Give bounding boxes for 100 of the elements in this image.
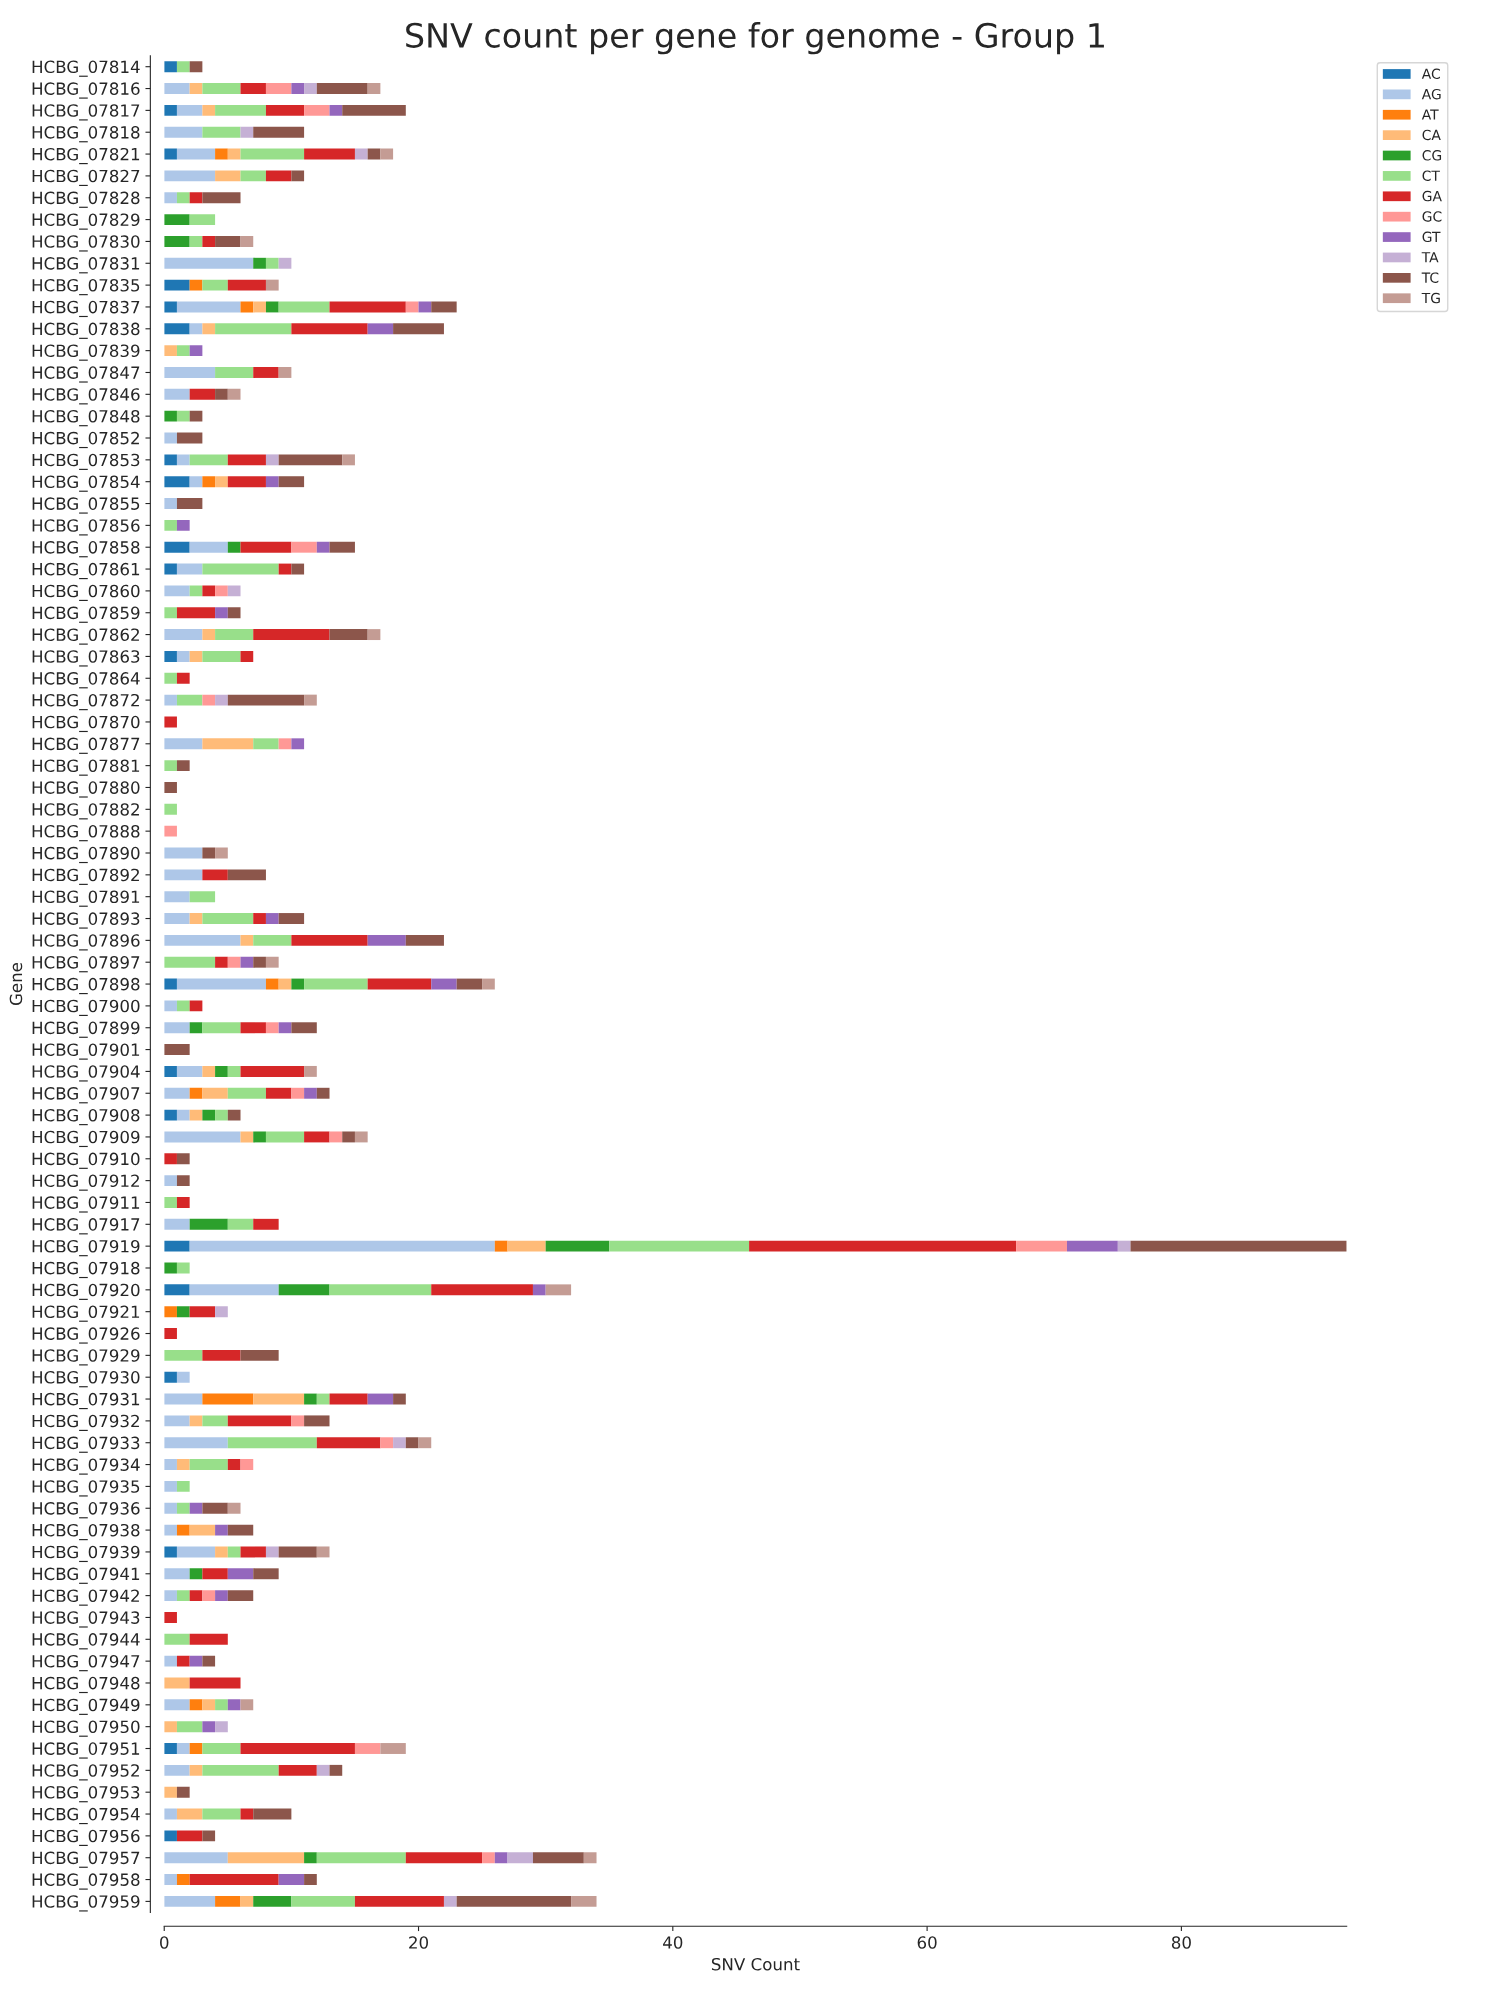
bar xyxy=(609,1240,750,1252)
bar xyxy=(304,1393,317,1405)
bar xyxy=(291,1415,305,1427)
bar xyxy=(329,629,368,641)
bar xyxy=(164,1546,177,1558)
bar xyxy=(278,1764,317,1776)
bar xyxy=(749,1240,1017,1252)
bar xyxy=(176,1459,190,1471)
bar xyxy=(202,738,254,750)
y-tick-label: HCBG_07926 xyxy=(32,1327,140,1344)
y-tick-label: HCBG_07846 xyxy=(32,388,140,405)
bar xyxy=(215,1590,228,1602)
bar xyxy=(189,410,203,422)
y-tick-label: HCBG_07939 xyxy=(32,1545,140,1563)
bar xyxy=(176,650,190,662)
bar xyxy=(164,1786,177,1798)
bar xyxy=(189,1415,203,1427)
bar xyxy=(240,1065,305,1077)
bar xyxy=(164,388,190,400)
bar xyxy=(164,83,190,94)
bar xyxy=(278,978,292,990)
bar xyxy=(532,1852,584,1864)
bar xyxy=(189,1022,203,1034)
bar xyxy=(215,104,266,116)
bar xyxy=(215,476,228,488)
y-tick-label: HCBG_07938 xyxy=(32,1523,140,1541)
y-tick-label: HCBG_07920 xyxy=(32,1283,140,1300)
bar xyxy=(164,1764,190,1776)
legend-label: CA xyxy=(1422,129,1441,141)
bar xyxy=(176,1546,216,1558)
bar xyxy=(164,1699,190,1711)
bar xyxy=(164,891,190,903)
y-tick-label: HCBG_07854 xyxy=(32,475,140,492)
bar xyxy=(189,1524,216,1536)
bar xyxy=(240,541,292,553)
bar xyxy=(215,1699,228,1711)
bar xyxy=(189,891,216,903)
bar xyxy=(316,1764,330,1776)
bar xyxy=(482,978,495,990)
bar xyxy=(367,629,381,641)
bar xyxy=(304,104,330,116)
y-tick-label: HCBG_07954 xyxy=(32,1807,140,1825)
bar xyxy=(164,825,177,837)
bar xyxy=(291,978,305,990)
y-tick-label: HCBG_07947 xyxy=(32,1654,140,1672)
y-tick-label: HCBG_07864 xyxy=(32,672,140,689)
legend-label: TC xyxy=(1421,272,1439,283)
bar xyxy=(215,1524,228,1536)
bar xyxy=(253,257,266,269)
y-tick-label: HCBG_07862 xyxy=(32,628,139,645)
y-tick-label: HCBG_07936 xyxy=(32,1502,140,1519)
bar xyxy=(265,454,279,466)
y-axis-title: Gene xyxy=(9,962,23,1006)
bar xyxy=(164,650,177,662)
bar xyxy=(202,650,241,662)
y-tick-label: HCBG_07877 xyxy=(32,737,140,754)
bar xyxy=(571,1895,597,1907)
bar xyxy=(164,279,190,291)
bar xyxy=(189,585,203,597)
y-tick-label: HCBG_07958 xyxy=(32,1873,140,1890)
bar xyxy=(164,498,177,509)
bar xyxy=(189,1109,203,1121)
bar xyxy=(202,1415,228,1427)
bar xyxy=(164,1022,190,1034)
bar xyxy=(164,1306,177,1318)
bar xyxy=(189,1677,241,1689)
bar xyxy=(164,607,177,619)
bar xyxy=(405,934,444,946)
bar xyxy=(240,148,305,160)
bar xyxy=(265,956,279,968)
bar xyxy=(176,301,241,313)
y-tick-label: HCBG_07951 xyxy=(32,1742,140,1759)
bar xyxy=(176,1065,203,1077)
bar xyxy=(1117,1240,1131,1252)
bar xyxy=(164,803,177,815)
bar xyxy=(176,1808,203,1820)
bar xyxy=(253,1218,279,1230)
bar xyxy=(316,83,368,94)
bar xyxy=(202,913,254,924)
bar xyxy=(176,1655,190,1667)
bar xyxy=(215,235,241,247)
bar xyxy=(176,1502,190,1514)
bar xyxy=(202,83,241,94)
bar xyxy=(164,934,241,946)
bar xyxy=(240,1743,355,1754)
bar xyxy=(227,585,241,597)
bar xyxy=(189,476,203,488)
bar xyxy=(240,956,254,968)
bar xyxy=(304,83,317,94)
bar xyxy=(164,1437,228,1449)
bar xyxy=(164,345,177,357)
y-tick-label: HCBG_07901 xyxy=(32,1043,140,1060)
bar xyxy=(342,454,355,466)
bar xyxy=(176,519,190,531)
legend-label: AT xyxy=(1421,109,1439,120)
bar xyxy=(227,956,241,968)
y-tick-label: HCBG_07929 xyxy=(32,1349,140,1366)
bar xyxy=(189,1764,203,1776)
legend-label: GA xyxy=(1422,190,1442,202)
bar xyxy=(202,629,216,641)
